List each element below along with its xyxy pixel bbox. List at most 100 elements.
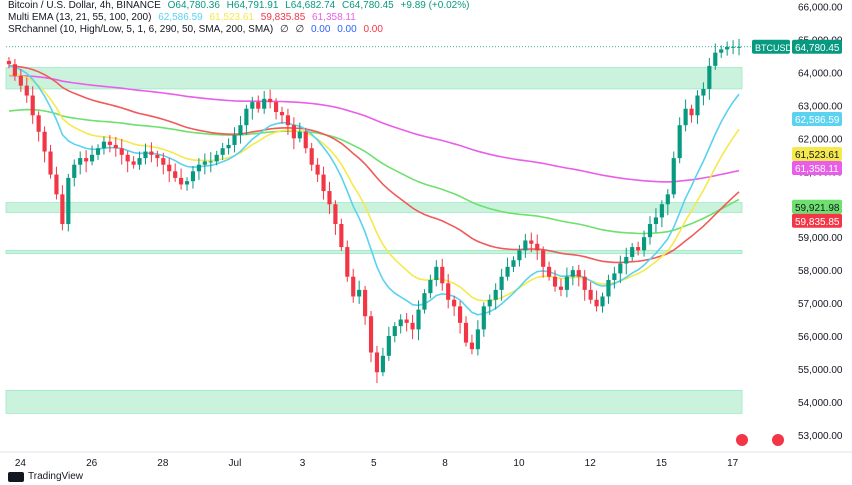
candle-body [434,266,439,280]
candle-body [588,289,593,300]
event-icon [736,434,748,446]
candle-body [101,141,107,149]
candle-body [624,256,629,264]
price-label-box [792,213,842,228]
y-tick-label: 64,000.00 [798,68,843,79]
sr-zone [5,389,743,414]
change-value: +9.89 (+0.02%) [400,0,470,11]
tradingview-logo[interactable]: TradingView [8,471,83,482]
sr-zone [5,249,743,255]
candle-body [606,280,611,297]
candle-body [196,164,201,172]
candle-body [303,131,308,149]
candle-body [42,131,47,152]
candle-body [416,309,421,330]
candle-body [731,46,736,48]
candle-body [440,266,445,284]
candle-body [36,115,41,132]
x-tick-label: 17 [727,458,739,469]
srchannel-value-5: 0.00 [363,24,383,35]
candle-body [167,164,172,172]
srchannel-value-4: 0.00 [337,24,357,35]
candle-body [523,240,528,251]
candle-body [475,329,480,350]
candle-body [511,260,516,267]
candle-body [89,154,95,162]
price-label-box [792,199,842,214]
candle-body [469,342,475,350]
candle-body [618,263,623,274]
candle-body [279,112,285,116]
x-tick-label: 12 [585,458,597,469]
candle-body [689,108,694,116]
symbol-title[interactable]: Bitcoin / U.S. Dollar, 4h, BINANCE [8,0,161,11]
candle-body [184,181,190,185]
candle-body [12,64,17,76]
candle-body [273,102,279,112]
candle-body [636,247,641,251]
srchannel-indicator-label[interactable]: SRchannel (10, High/Low, 5, 1, 6, 290, 5… [8,24,274,35]
y-tick-label: 58,000.00 [798,266,843,277]
candle-body [268,98,273,103]
price-label-value: 59,835.85 [795,217,840,228]
candle-body [220,148,225,155]
ema55-line [8,65,740,264]
candle-body [386,336,391,356]
candle-body [398,319,403,327]
candle-body [262,98,267,109]
ema200-value: 61,358.11 [312,12,356,23]
candle-body [137,158,142,165]
tradingview-brand-text: TradingView [28,471,84,482]
candle-body [161,158,166,165]
candle-body [380,355,385,373]
y-tick-label: 56,000.00 [798,332,843,343]
candle-body [24,85,29,96]
candle-body [179,177,184,185]
candle-body [6,60,12,65]
candle-body [457,306,463,323]
price-label-box [792,112,842,127]
candle-body [155,154,160,159]
x-tick-label: 24 [15,458,27,469]
candle-body [374,352,380,373]
price-label-value: 64,780.45 [795,43,840,54]
candle-body [119,148,124,155]
x-tick-label: 10 [513,458,525,469]
y-tick-label: 55,000.00 [798,365,843,376]
x-tick-label: 26 [86,458,98,469]
candle-body [707,65,712,89]
candle-body [600,296,605,307]
candle-body [54,174,59,195]
candle-body [558,286,564,290]
candle-body [173,171,178,178]
candle-body [446,283,451,300]
candle-body [345,247,350,277]
candle-body [695,95,700,116]
x-tick-label: 28 [157,458,169,469]
ema13-value: 62,586.59 [158,12,203,23]
ema-indicator-label[interactable]: Multi EMA (13, 21, 55, 100, 200) [8,12,152,23]
candle-body [66,177,71,224]
low-value: L64,682.74 [285,0,336,11]
candle-body [368,316,374,353]
candle-body [493,289,498,300]
candle-body [719,49,724,53]
candle-body [250,102,255,109]
candle-body [143,151,148,159]
symbol-badge-label: BTCUSD [755,43,793,53]
candle-body [208,161,213,163]
x-tick-label: Jul [229,458,242,469]
candle-body [564,276,569,290]
candle-body [125,154,130,162]
candle-body [463,322,469,343]
candle-body [214,154,219,162]
candle-body [95,148,101,155]
price-label-value: 59,921.98 [795,203,840,214]
price-label-value: 61,358.11 [795,164,839,175]
candle-body [351,276,356,297]
candle-body [244,108,249,126]
x-tick-label: 15 [656,458,668,469]
candle-body [60,194,65,224]
candle-body [291,125,296,139]
